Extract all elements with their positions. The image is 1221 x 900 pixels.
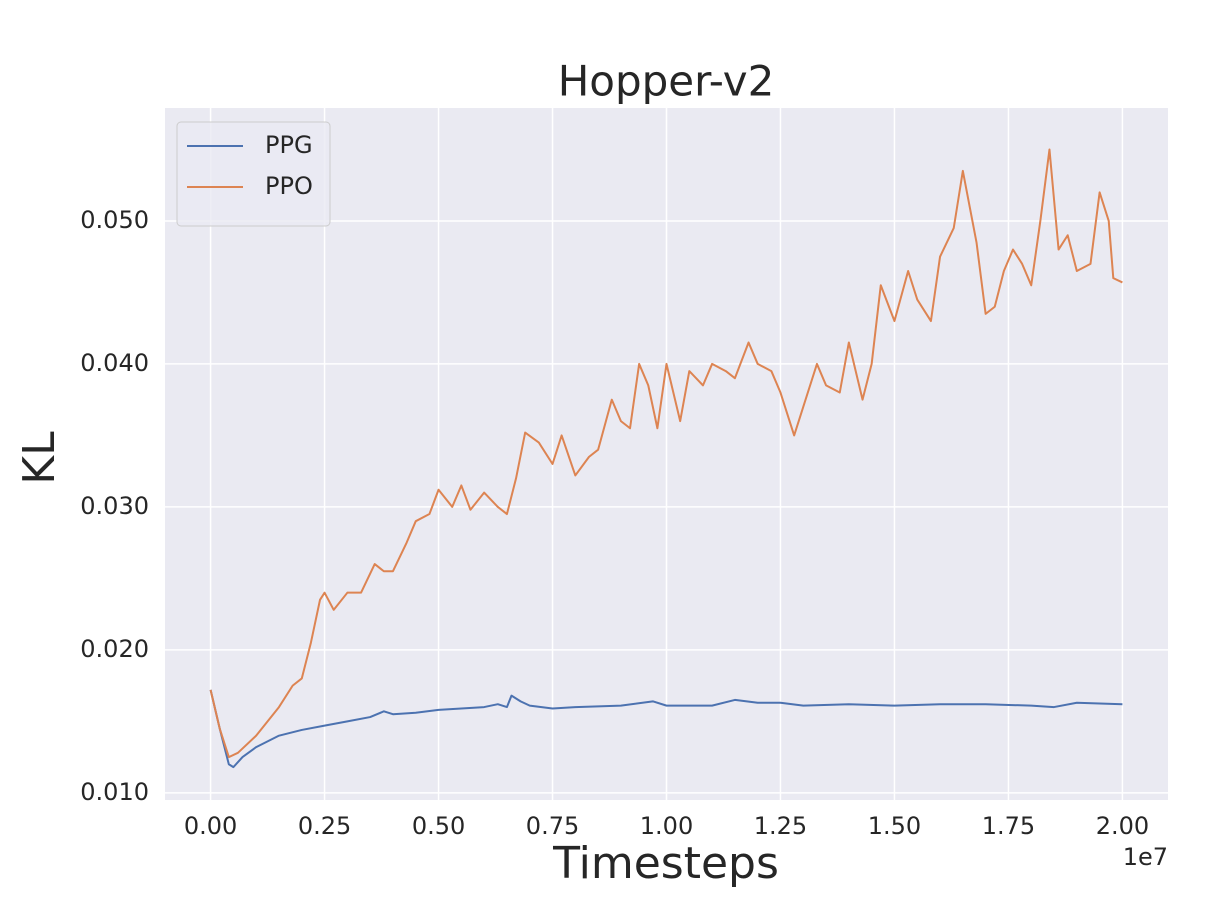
x-tick-label: 1.50	[868, 812, 921, 840]
series-line	[209, 148, 1123, 759]
y-tick-label: 0.050	[80, 206, 149, 234]
x-tick-label: 1.75	[982, 812, 1035, 840]
lines	[209, 148, 1123, 769]
x-tick-label: 0.75	[526, 812, 579, 840]
x-tick-label: 2.00	[1096, 812, 1149, 840]
y-tick-label: 0.030	[80, 492, 149, 520]
legend-box	[176, 121, 331, 227]
y-tick-label: 0.040	[80, 349, 149, 377]
x-tick-label: 1.00	[640, 812, 693, 840]
x-tick-label: 0.25	[298, 812, 351, 840]
chart-title: Hopper-v2	[558, 57, 775, 106]
grid	[165, 108, 1168, 800]
legend-label: PPO	[265, 172, 313, 200]
x-axis-label: Timesteps	[552, 838, 779, 889]
x-offset-label: 1e7	[1123, 843, 1168, 871]
x-tick-label: 0.50	[412, 812, 465, 840]
y-axis-label: KL	[14, 431, 65, 485]
x-tick-label: 1.25	[754, 812, 807, 840]
y-tick-label: 0.020	[80, 635, 149, 663]
series-line	[209, 689, 1123, 769]
y-tick-label: 0.010	[80, 778, 149, 806]
x-tick-label: 0.00	[184, 812, 237, 840]
legend-label: PPG	[265, 131, 313, 159]
